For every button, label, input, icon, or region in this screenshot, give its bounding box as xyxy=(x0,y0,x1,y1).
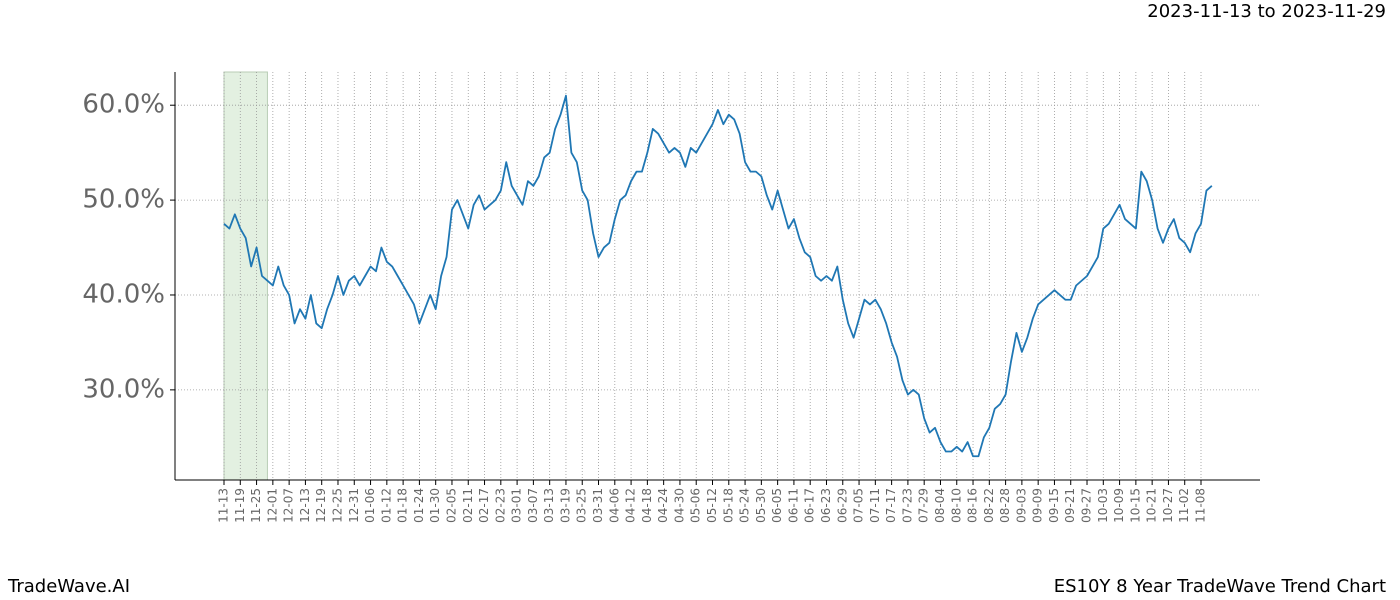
x-tick-label: 02-05 xyxy=(444,488,458,523)
x-tick-label: 05-24 xyxy=(738,488,752,523)
x-tick-label: 03-07 xyxy=(526,488,540,523)
header-title: 2023-11-13 to 2023-11-29 xyxy=(1147,1,1386,22)
x-tick-label: 02-11 xyxy=(461,488,475,523)
x-tick-label: 09-03 xyxy=(1014,488,1028,523)
highlight-region xyxy=(223,71,268,481)
x-tick-label: 01-18 xyxy=(396,488,410,523)
x-tick-label: 12-25 xyxy=(330,488,344,523)
x-tick-label: 07-17 xyxy=(884,488,898,523)
x-tick-label: 04-06 xyxy=(607,488,621,523)
x-tick-label: 10-21 xyxy=(1145,488,1159,523)
x-tick-label: 05-18 xyxy=(721,488,735,523)
x-tick-label: 07-11 xyxy=(868,488,882,523)
x-tick-label: 11-19 xyxy=(233,488,247,523)
x-tick-label: 05-12 xyxy=(705,488,719,523)
x-tick-label: 08-10 xyxy=(949,488,963,523)
x-tick-label: 08-04 xyxy=(933,488,947,523)
x-tick-label: 09-27 xyxy=(1080,488,1094,523)
x-tick-label: 11-25 xyxy=(249,488,263,523)
x-tick-label: 10-09 xyxy=(1112,488,1126,523)
y-tick-label: 60.0% xyxy=(82,90,165,120)
x-tick-label: 07-23 xyxy=(900,488,914,523)
x-tick-label: 02-23 xyxy=(493,488,507,523)
y-tick-label: 40.0% xyxy=(82,279,165,309)
x-tick-label: 10-27 xyxy=(1161,488,1175,523)
x-tick-label: 06-11 xyxy=(786,488,800,523)
x-tick-label: 10-15 xyxy=(1128,488,1142,523)
x-tick-label: 03-01 xyxy=(510,488,524,523)
x-tick-label: 11-13 xyxy=(217,488,231,523)
x-tick-label: 07-29 xyxy=(917,488,931,523)
footer-left: TradeWave.AI xyxy=(7,576,130,597)
x-tick-label: 09-15 xyxy=(1047,488,1061,523)
x-tick-label: 08-16 xyxy=(966,488,980,523)
x-tick-label: 11-08 xyxy=(1194,488,1208,523)
x-tick-label: 03-19 xyxy=(558,488,572,523)
footer-right: ES10Y 8 Year TradeWave Trend Chart xyxy=(1054,576,1386,597)
x-tick-label: 06-17 xyxy=(803,488,817,523)
x-tick-label: 12-31 xyxy=(347,488,361,523)
x-tick-label: 05-06 xyxy=(689,488,703,523)
x-tick-label: 06-29 xyxy=(835,488,849,523)
x-tick-label: 05-30 xyxy=(754,488,768,523)
y-tick-label: 50.0% xyxy=(82,185,165,215)
x-tick-label: 12-07 xyxy=(282,488,296,523)
x-tick-label: 03-25 xyxy=(575,488,589,523)
x-tick-label: 04-12 xyxy=(624,488,638,523)
x-tick-label: 08-22 xyxy=(982,488,996,523)
x-tick-label: 09-21 xyxy=(1063,488,1077,523)
x-tick-label: 10-03 xyxy=(1096,488,1110,523)
x-tick-label: 12-13 xyxy=(298,488,312,523)
x-tick-label: 03-13 xyxy=(542,488,556,523)
x-tick-label: 06-05 xyxy=(770,488,784,523)
x-tick-label: 01-12 xyxy=(379,488,393,523)
x-tick-label: 01-30 xyxy=(428,488,442,523)
x-tick-label: 04-24 xyxy=(656,488,670,523)
x-tick-label: 11-02 xyxy=(1177,488,1191,523)
x-tick-label: 09-09 xyxy=(1031,488,1045,523)
x-tick-label: 07-05 xyxy=(852,488,866,523)
x-tick-label: 12-01 xyxy=(265,488,279,523)
x-tick-label: 01-06 xyxy=(363,488,377,523)
x-tick-label: 02-17 xyxy=(477,488,491,523)
y-tick-label: 30.0% xyxy=(82,374,165,404)
x-tick-label: 12-19 xyxy=(314,488,328,523)
x-tick-label: 03-31 xyxy=(591,488,605,523)
x-tick-label: 06-23 xyxy=(819,488,833,523)
x-tick-label: 01-24 xyxy=(412,488,426,523)
x-tick-label: 04-30 xyxy=(672,488,686,523)
x-tick-label: 04-18 xyxy=(640,488,654,523)
series-line xyxy=(223,94,1213,458)
x-tick-label: 08-28 xyxy=(998,488,1012,523)
